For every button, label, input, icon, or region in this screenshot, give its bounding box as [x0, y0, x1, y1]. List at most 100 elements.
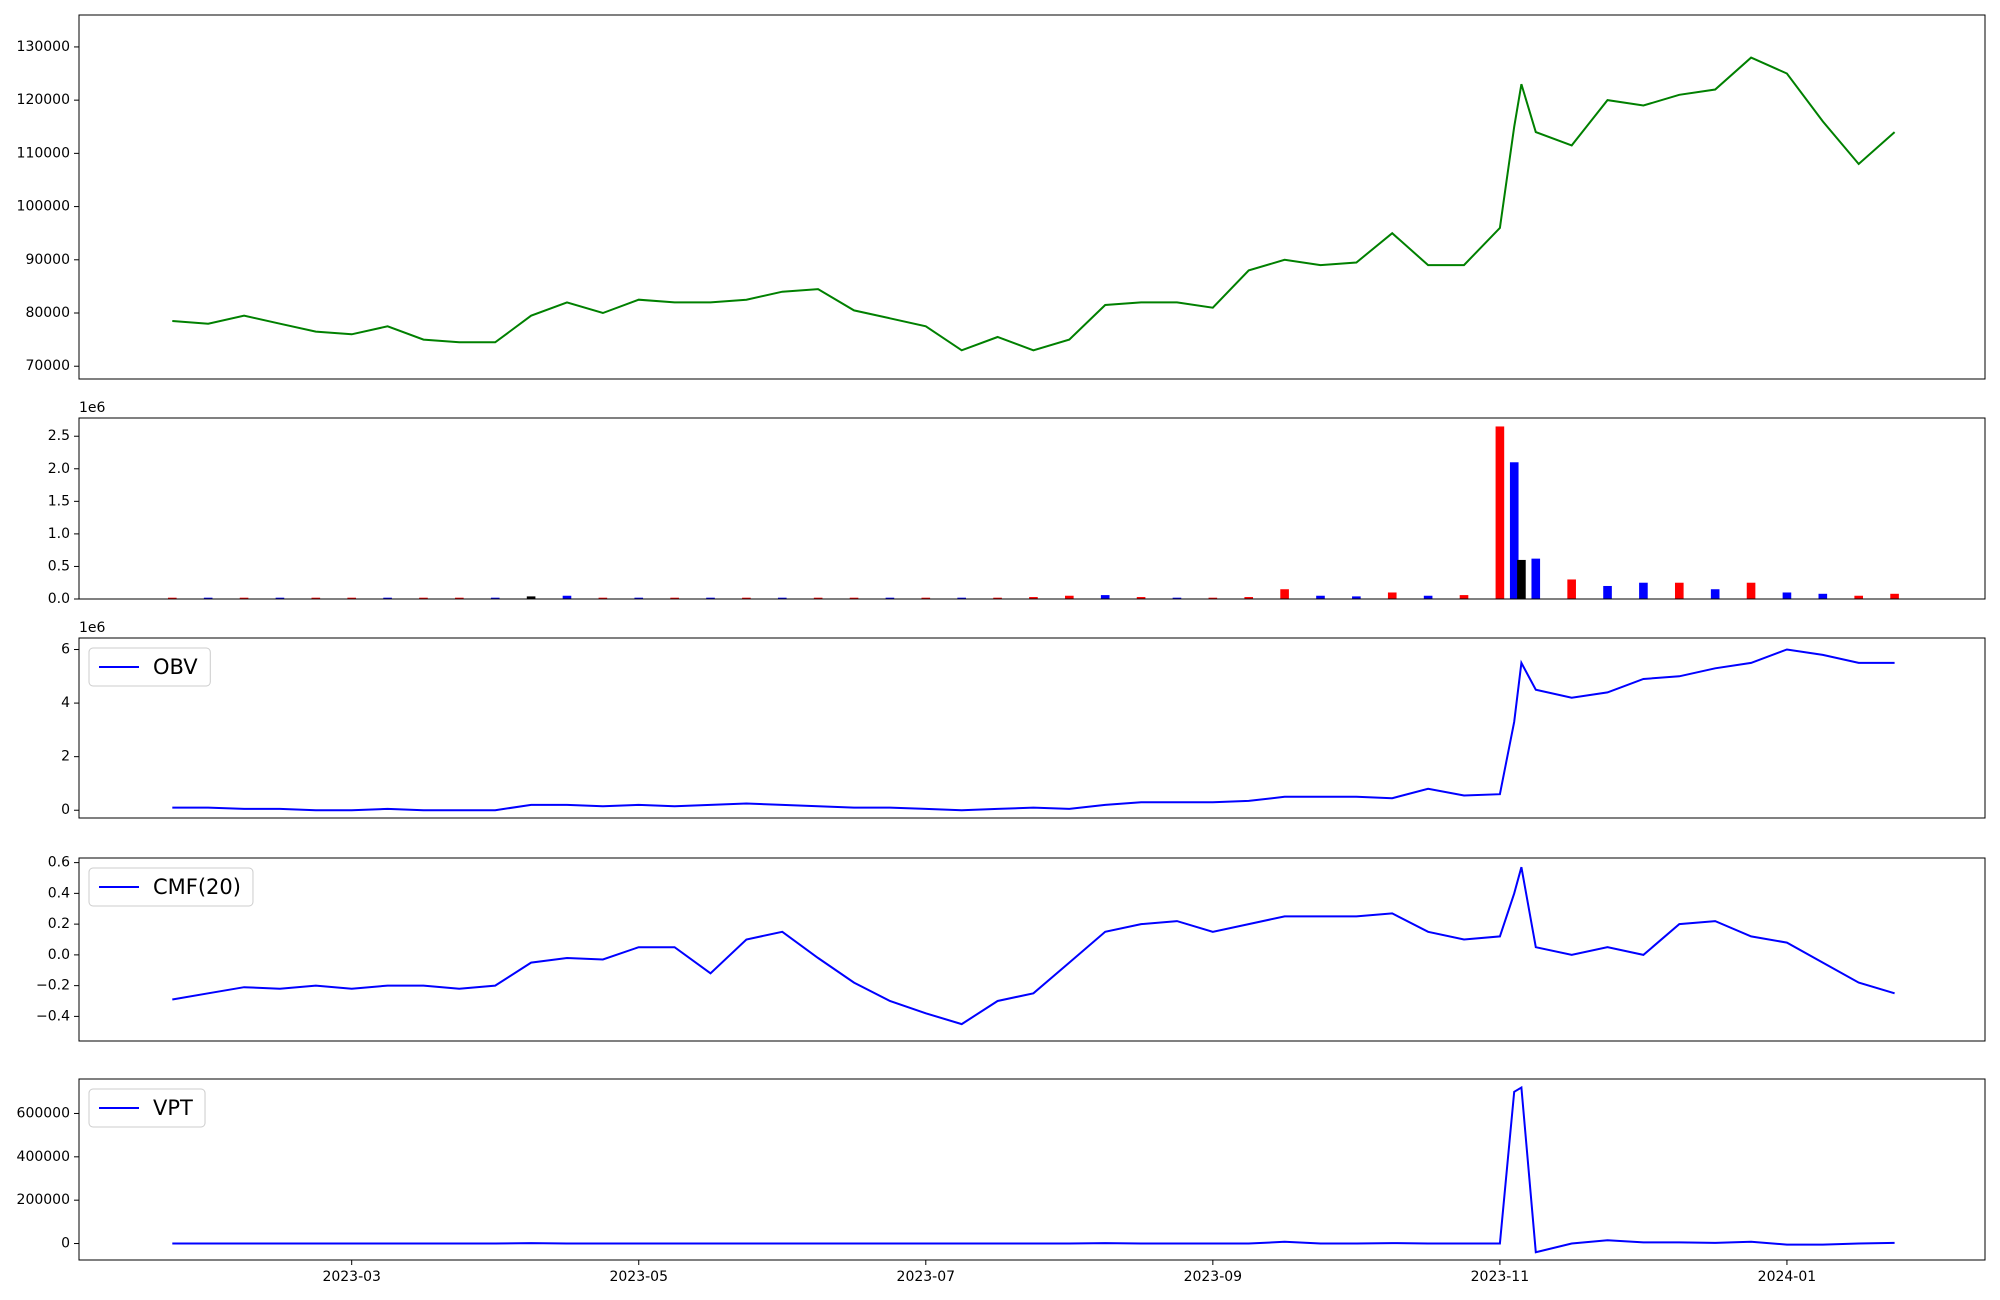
- bar: [1352, 596, 1361, 599]
- bar: [993, 597, 1002, 599]
- x-tick-label: 2023-03: [322, 1269, 381, 1285]
- bar: [1746, 582, 1756, 599]
- y-tick-label: 6: [61, 642, 70, 658]
- bar: [1531, 558, 1541, 599]
- bar: [1100, 595, 1110, 599]
- y-tick-label: −0.2: [36, 978, 70, 994]
- y-tick-label: 2.0: [48, 461, 70, 477]
- axes-frame: [78, 14, 1986, 380]
- legend-box: [88, 867, 254, 907]
- y-tick-label: 0: [61, 802, 70, 818]
- bar: [1459, 595, 1469, 599]
- bar: [670, 597, 679, 599]
- bar: [1029, 597, 1038, 599]
- bar: [1136, 597, 1146, 599]
- bar: [1280, 589, 1289, 599]
- bar: [849, 597, 859, 599]
- bar: [1890, 593, 1899, 599]
- bar: [1639, 582, 1648, 599]
- axes-frame: [78, 1078, 1986, 1261]
- bar: [1387, 592, 1397, 599]
- bar: [311, 597, 321, 599]
- bar: [742, 597, 751, 599]
- bar: [347, 597, 357, 599]
- x-tick-label: 2023-07: [897, 1269, 956, 1285]
- bar: [1674, 582, 1684, 599]
- bar: [921, 597, 931, 599]
- bar: [957, 597, 966, 599]
- y-tick-label: 90000: [25, 252, 70, 268]
- bar: [1172, 597, 1182, 599]
- bar: [383, 597, 392, 599]
- y-tick-label: 1.5: [48, 493, 70, 509]
- bar: [1517, 559, 1526, 599]
- bar: [167, 597, 177, 599]
- y-tick-label: 80000: [25, 305, 70, 321]
- bar: [1854, 595, 1864, 599]
- legend-label: CMF(20): [153, 875, 241, 899]
- bar: [1208, 597, 1218, 599]
- y-tick-label: 0: [61, 1236, 70, 1252]
- bar: [598, 597, 608, 599]
- bar: [1316, 595, 1325, 599]
- y-tick-label: 0.0: [48, 591, 70, 607]
- y-tick-label: 200000: [17, 1192, 70, 1208]
- y-tick-label: 110000: [17, 145, 70, 161]
- axes-frame: [78, 857, 1986, 1042]
- y-tick-label: 400000: [17, 1149, 70, 1165]
- x-tick-label: 2023-11: [1471, 1269, 1530, 1285]
- bar: [777, 597, 787, 599]
- bar: [1244, 597, 1254, 599]
- axis-offset-label: 1e6: [79, 400, 106, 416]
- y-tick-label: 70000: [25, 358, 70, 374]
- x-tick-label: 2023-05: [609, 1269, 668, 1285]
- bar: [490, 597, 500, 599]
- bar: [813, 597, 823, 599]
- y-tick-label: 0.0: [48, 947, 70, 963]
- y-tick-label: 130000: [17, 39, 70, 55]
- bar: [1509, 462, 1519, 599]
- y-tick-label: 2: [61, 749, 70, 765]
- bar: [562, 595, 572, 599]
- y-tick-label: 120000: [17, 92, 70, 108]
- y-tick-label: 0.2: [48, 916, 70, 932]
- line-series: [172, 866, 1895, 1026]
- bar: [526, 596, 536, 599]
- bar: [1065, 595, 1074, 599]
- y-tick-label: 600000: [17, 1105, 70, 1121]
- bar: [419, 597, 428, 599]
- y-tick-label: 4: [61, 695, 70, 711]
- bar: [885, 597, 895, 599]
- bar: [1710, 589, 1720, 599]
- legend-box: [88, 1088, 206, 1128]
- x-tick-label: 2023-09: [1184, 1269, 1243, 1285]
- y-tick-label: 2.5: [48, 428, 70, 444]
- line-series: [172, 1085, 1895, 1254]
- y-tick-label: −0.4: [36, 1008, 70, 1024]
- y-tick-label: 0.5: [48, 558, 70, 574]
- x-tick-label: 2024-01: [1758, 1269, 1817, 1285]
- bar: [1567, 579, 1576, 599]
- y-tick-label: 100000: [17, 199, 70, 215]
- bar: [239, 597, 249, 599]
- bar: [203, 597, 213, 599]
- y-tick-label: 0.6: [48, 855, 70, 871]
- bar: [634, 597, 644, 599]
- bar: [455, 597, 464, 599]
- y-tick-label: 0.4: [48, 885, 70, 901]
- legend-label: VPT: [153, 1096, 193, 1120]
- legend-label: OBV: [153, 655, 198, 679]
- axes-frame: [78, 637, 1986, 819]
- bar: [706, 597, 715, 599]
- bar: [1423, 595, 1433, 599]
- legend-box: [88, 647, 211, 687]
- axes-frame: [78, 417, 1986, 600]
- bar: [1603, 585, 1612, 599]
- axis-offset-label: 1e6: [79, 620, 106, 636]
- line-series: [172, 56, 1896, 352]
- bar: [1782, 592, 1792, 599]
- bar: [275, 597, 285, 599]
- bar: [1495, 426, 1505, 599]
- y-tick-label: 1.0: [48, 526, 70, 542]
